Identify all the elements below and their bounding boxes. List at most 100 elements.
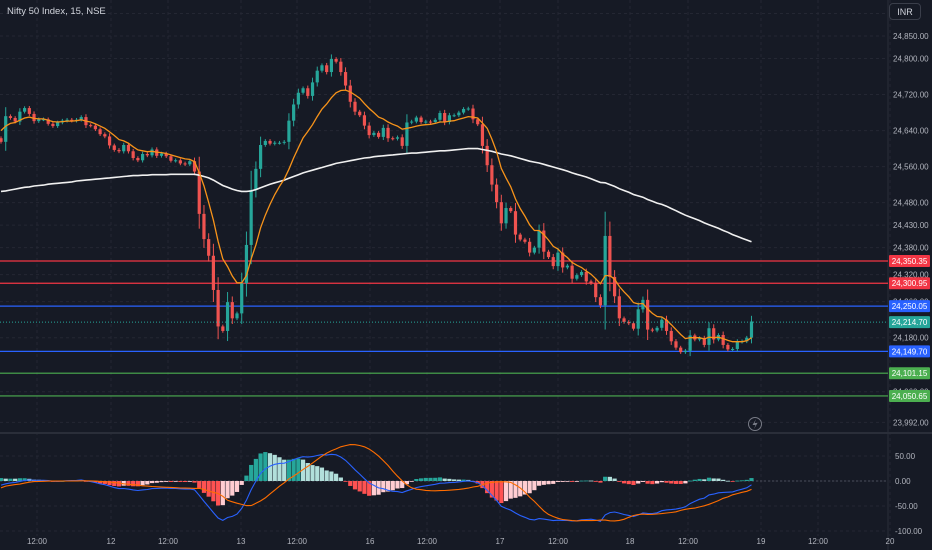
candle-up (405, 122, 409, 146)
histogram-bar (135, 481, 140, 487)
candle-up (457, 112, 461, 116)
candle-down (348, 85, 352, 102)
histogram-bar (187, 481, 192, 482)
histogram-bar (664, 481, 669, 483)
histogram-bar (494, 481, 499, 501)
candle-down (561, 252, 565, 268)
histogram-bar (669, 481, 674, 484)
candle-down (598, 297, 603, 306)
candle-down (584, 271, 588, 282)
candle-up (122, 144, 126, 152)
candle-down (27, 108, 31, 114)
candle-down (646, 299, 650, 330)
level-blue-label: 24,250.05 (892, 302, 928, 311)
time-tick-label: 12:00 (808, 537, 829, 546)
histogram-bar (385, 481, 391, 492)
histogram-bar (164, 481, 169, 482)
candle-up (301, 88, 305, 93)
histogram-bar (381, 481, 386, 493)
histogram-bar (730, 481, 735, 482)
histogram-bar (102, 481, 107, 484)
candle-up (414, 117, 418, 122)
histogram-bar (659, 481, 664, 483)
candle-down (650, 329, 654, 331)
replay-lightning-icon (748, 417, 762, 431)
histogram-bar (0, 478, 4, 481)
histogram-bar (735, 480, 740, 482)
candle-down (480, 124, 485, 146)
histogram-bar (98, 481, 103, 484)
candle-up (292, 104, 296, 121)
histogram-bar (282, 459, 287, 481)
histogram-bar (357, 481, 362, 492)
candle-down (197, 171, 201, 214)
candle-down (202, 213, 206, 240)
histogram-bar (22, 478, 27, 481)
histogram-bar (300, 459, 306, 481)
histogram-bar (173, 481, 178, 482)
histogram-bar (612, 478, 617, 481)
candle-up (188, 161, 192, 165)
histogram-bar (319, 467, 325, 481)
ema-short-line (0, 89, 752, 343)
histogram-bar (17, 478, 22, 481)
last-price-label: 24,214.70 (892, 318, 928, 327)
candle-up (315, 70, 319, 83)
candle-down (386, 127, 390, 139)
currency-button[interactable]: INR (889, 3, 921, 20)
histogram-bar (315, 466, 320, 481)
candle-up (240, 283, 244, 314)
candle-down (117, 149, 121, 152)
candle-down (0, 138, 3, 142)
candle-down (542, 230, 546, 252)
candle-down (207, 239, 211, 256)
histogram-bar (560, 481, 565, 482)
price-tick-label: 24,180.00 (893, 334, 929, 343)
candle-up (159, 153, 164, 156)
candle-up (749, 321, 754, 338)
histogram-bar (711, 478, 716, 481)
histogram-bar (683, 481, 688, 484)
price-tick-label: 24,320.00 (893, 271, 929, 280)
candle-down (570, 265, 574, 279)
histogram-bar (206, 481, 211, 497)
histogram-bar (140, 481, 145, 486)
histogram-bar (678, 481, 683, 484)
candle-up (575, 275, 579, 279)
candle-down (8, 116, 13, 118)
candle-up (697, 338, 702, 340)
histogram-bar (555, 481, 561, 482)
histogram-bar (267, 453, 273, 481)
histogram-bar (263, 452, 268, 481)
histogram-bar (673, 481, 679, 484)
price-tick-label: 24,720.00 (893, 91, 929, 100)
candle-up (452, 115, 456, 117)
candle-up (225, 302, 230, 331)
level-blue-badge (889, 345, 930, 358)
candle-up (174, 160, 178, 162)
candle-down (518, 234, 522, 240)
candle-up (579, 271, 584, 276)
histogram-bar (688, 480, 693, 482)
histogram-bar (390, 481, 395, 491)
price-tick-label: 23,992.00 (893, 418, 929, 427)
candle-up (296, 92, 300, 105)
histogram-bar (277, 457, 282, 481)
candle-up (504, 208, 508, 224)
histogram-bar (13, 478, 18, 481)
candle-up (381, 127, 385, 137)
candle-down (183, 163, 187, 165)
candle-down (216, 289, 220, 327)
histogram-bar (338, 477, 343, 481)
time-tick-label: 12:00 (27, 537, 48, 546)
candle-down (103, 134, 107, 137)
candle-down (325, 65, 329, 73)
histogram-bar (532, 481, 537, 491)
candle-down (509, 208, 513, 212)
candle-up (565, 265, 569, 268)
histogram-bar (607, 476, 612, 481)
candle-up (395, 137, 400, 139)
candle-down (112, 145, 116, 150)
histogram-bar (310, 465, 315, 481)
candle-up (79, 117, 83, 120)
